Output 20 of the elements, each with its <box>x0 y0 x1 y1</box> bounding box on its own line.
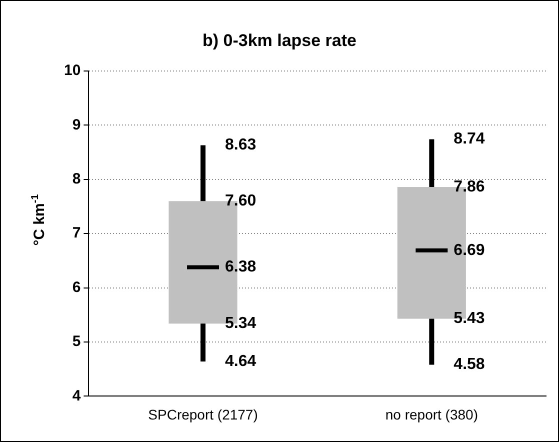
annotation: 7.86 <box>454 178 485 196</box>
y-tick-label: 8 <box>72 170 81 188</box>
annotation: 4.58 <box>454 356 485 374</box>
y-tick-label: 5 <box>72 333 81 350</box>
annotation: 8.63 <box>225 136 256 154</box>
y-tick-label: 6 <box>72 278 81 296</box>
x-tick-label: no report (380) <box>385 406 478 422</box>
y-tick-label: 9 <box>72 116 81 134</box>
annotation: 6.38 <box>225 258 256 276</box>
chart-title: b) 0-3km lapse rate <box>201 31 358 51</box>
annotation: 8.74 <box>454 130 485 148</box>
y-tick-label: 7 <box>72 224 81 242</box>
x-tick-label: SPCreport (2177) <box>148 406 258 422</box>
annotation: 6.69 <box>454 242 485 259</box>
annotation: 4.64 <box>225 352 256 370</box>
annotation: 5.34 <box>225 314 256 332</box>
y-tick-label: 4 <box>72 387 82 404</box>
annotation: 7.60 <box>225 192 256 210</box>
annotation: 5.43 <box>454 310 485 328</box>
y-tick-label: 10 <box>64 62 81 80</box>
